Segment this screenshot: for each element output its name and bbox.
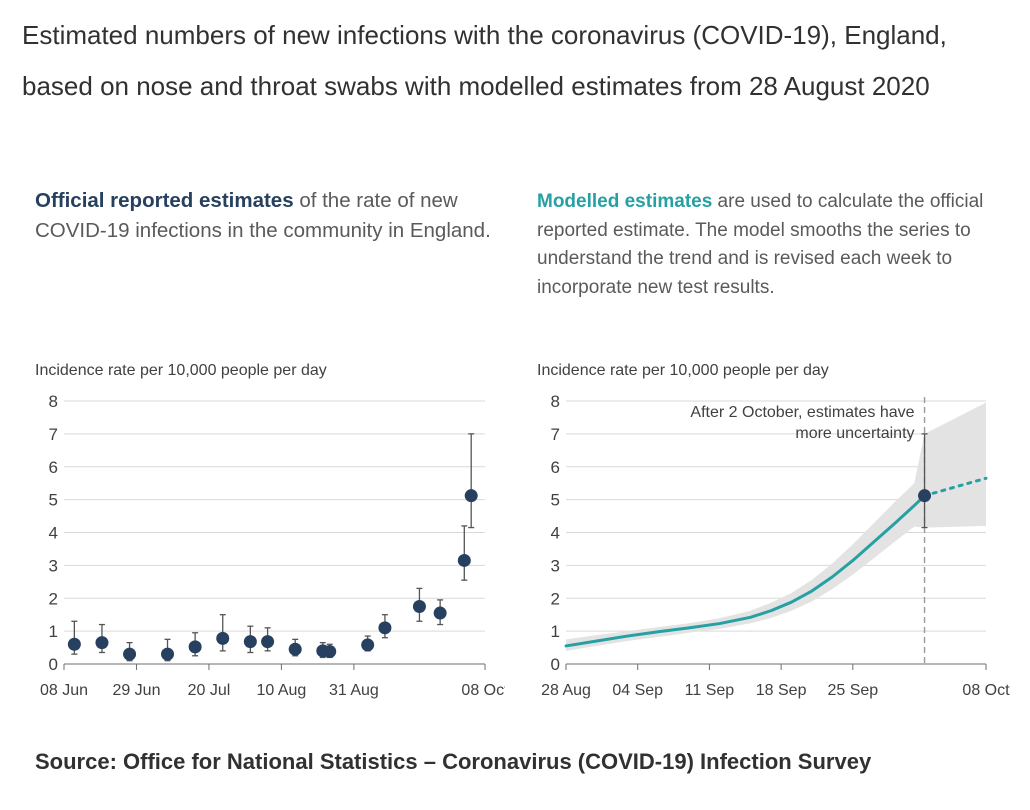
right-y-tick-label: 8 <box>551 392 560 411</box>
data-point <box>464 489 478 503</box>
left-panel-text: of the rate of new COVID-19 infections i… <box>35 189 491 242</box>
data-point <box>261 635 275 649</box>
official-estimates-chart: 0 1 2 3 4 5 6 7 8 08 Jun 29 Jun 20 Jul 10 Aug 31 Aug 0… <box>40 392 505 699</box>
right-panel-text: are used to calculate the official repor… <box>537 191 984 298</box>
right-y-axis-label: Incidence rate per 10,000 people per day <box>537 362 829 379</box>
model-line <box>564 494 927 648</box>
data-point <box>161 647 175 661</box>
annotation-text: more uncertainty <box>795 425 914 442</box>
data-point <box>412 599 426 613</box>
data-point <box>188 640 202 654</box>
annotation-text: After 2 October, estimates have <box>690 404 914 421</box>
left-y-tick-label: 2 <box>49 589 58 608</box>
uncertainty-band <box>566 402 986 651</box>
data-point <box>123 647 137 661</box>
right-y-tick-label: 3 <box>551 556 560 575</box>
left-x-tick-label: 29 Jun <box>112 682 160 699</box>
right-x-tick-label: 18 Sep <box>756 682 807 699</box>
left-y-tick-label: 8 <box>49 392 58 411</box>
right-x-tick-label: 28 Aug <box>541 682 591 699</box>
data-point <box>216 631 230 645</box>
right-y-tick-label: 2 <box>551 589 560 608</box>
left-y-tick-label: 3 <box>49 556 58 575</box>
left-y-tick-label: 4 <box>49 524 58 543</box>
left-y-tick-label: 5 <box>49 491 58 510</box>
data-point <box>67 637 81 651</box>
left-x-tick-label: 08 Oct <box>461 682 505 699</box>
right-y-tick-label: 5 <box>551 491 560 510</box>
left-x-tick-label: 10 Aug <box>256 682 306 699</box>
right-panel-highlight: Modelled estimates <box>537 191 713 212</box>
left-y-tick-label: 6 <box>49 458 58 477</box>
modelled-estimates-chart: 0 1 2 3 4 5 6 7 8 28 Aug 04 Sep 11 Sep 18 Sep 25 Sep 0… <box>541 392 1010 699</box>
right-x-tick-label: 04 Sep <box>612 682 663 699</box>
left-x-tick-label: 08 Jun <box>40 682 88 699</box>
right-panel-description: Modelled estimates are used to calculate… <box>537 188 1017 302</box>
left-y-tick-label: 0 <box>49 655 58 674</box>
left-panel-highlight: Official reported estimates <box>35 189 294 212</box>
data-point <box>361 638 375 652</box>
left-panel-description: Official reported estimates of the rate … <box>35 186 500 246</box>
data-point <box>288 642 302 656</box>
left-y-tick-label: 7 <box>49 425 58 444</box>
data-point <box>378 621 392 635</box>
data-point <box>323 645 337 659</box>
data-point <box>457 553 471 567</box>
data-point <box>433 606 447 620</box>
right-y-tick-label: 4 <box>551 524 560 543</box>
left-y-tick-label: 1 <box>49 622 58 641</box>
chart-title: Estimated numbers of new infections with… <box>22 20 947 101</box>
left-x-tick-label: 20 Jul <box>188 682 231 699</box>
projected-model-line <box>923 476 988 498</box>
right-x-tick-label: 08 Oct <box>962 682 1010 699</box>
right-x-tick-label: 11 Sep <box>685 682 735 699</box>
left-x-tick-label: 31 Aug <box>329 682 379 699</box>
data-point <box>243 635 257 649</box>
highlight-point <box>918 489 932 503</box>
right-x-tick-label: 25 Sep <box>827 682 878 699</box>
right-y-tick-label: 0 <box>551 655 560 674</box>
source-note: Source: Office for National Statistics –… <box>35 749 872 774</box>
data-point <box>95 636 109 650</box>
right-y-tick-label: 6 <box>551 458 560 477</box>
right-y-tick-label: 7 <box>551 425 560 444</box>
left-y-axis-label: Incidence rate per 10,000 people per day <box>35 362 327 379</box>
right-y-tick-label: 1 <box>551 622 560 641</box>
